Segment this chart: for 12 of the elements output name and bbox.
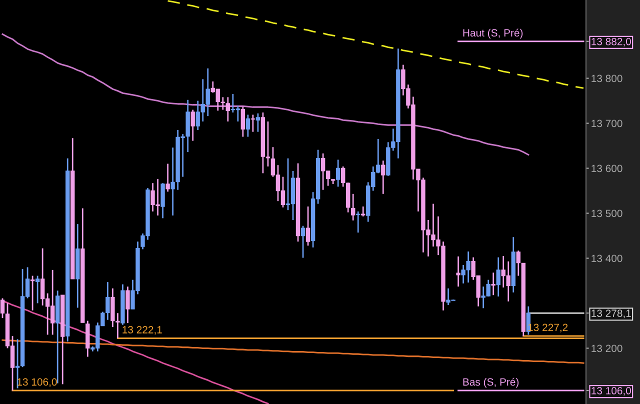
y-tick-label: 13 800	[592, 74, 622, 82]
y-tick-label: 13 200	[592, 344, 622, 352]
data-label: Bas (S, Pré)	[463, 378, 519, 388]
y-tick-label: 13 600	[592, 164, 622, 172]
y-tick-label: 13 278,1	[592, 310, 631, 318]
data-label: 13 222,1	[122, 326, 162, 335]
y-tick-label: 13 400	[592, 254, 622, 262]
y-tick-label: 13 882,0	[592, 38, 631, 46]
data-label: Haut (S, Pré)	[463, 28, 523, 39]
y-tick-label: 13 500	[592, 210, 622, 218]
y-tick-label: 13 106,0	[592, 387, 631, 396]
y-tick-label: 13 700	[592, 120, 622, 128]
